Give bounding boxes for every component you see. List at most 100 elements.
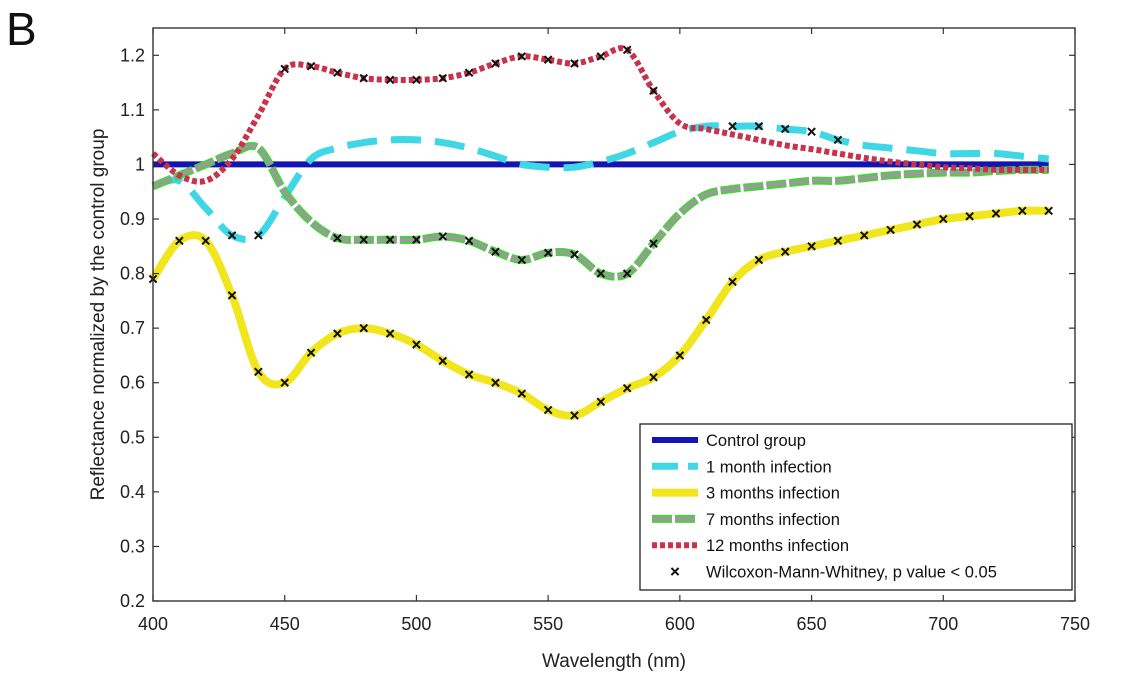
- significance-marker: [201, 236, 210, 246]
- significance-marker: [965, 211, 974, 221]
- legend-label: 3 months infection: [706, 485, 840, 503]
- significance-marker: [543, 405, 553, 415]
- y-tick-label: 0.4: [120, 482, 145, 502]
- y-tick-label: 0.9: [120, 209, 145, 229]
- significance-marker: [412, 340, 421, 349]
- significance-marker: [359, 73, 369, 83]
- significance-marker: [833, 135, 843, 145]
- x-axis-title: Wavelength (nm): [542, 651, 686, 672]
- significance-marker: [491, 59, 500, 68]
- series-layer: [149, 45, 1050, 420]
- significance-marker: [359, 323, 369, 333]
- significance-marker: [780, 124, 790, 134]
- significance-marker: [333, 68, 342, 78]
- significance-marker: [649, 86, 658, 96]
- panel-label: B: [6, 3, 37, 55]
- significance-marker: [912, 220, 922, 229]
- significance-marker: [570, 411, 579, 420]
- significance-marker: [754, 255, 764, 265]
- significance-marker: [543, 248, 553, 258]
- y-tick-label: 0.6: [120, 373, 145, 393]
- significance-marker: [570, 59, 579, 68]
- y-tick-label: 1: [135, 154, 145, 174]
- y-tick-label: 0.7: [120, 318, 145, 338]
- significance-marker: [333, 329, 342, 338]
- significance-marker: [517, 52, 527, 61]
- significance-marker: [385, 75, 395, 85]
- x-tick-label: 450: [270, 614, 300, 634]
- plot-frame: [152, 27, 1076, 602]
- significance-marker: [333, 233, 342, 243]
- y-tick-label: 1.1: [120, 100, 145, 120]
- significance-marker: [596, 269, 606, 278]
- significance-marker: [622, 45, 632, 55]
- y-tick-label: 0.8: [120, 264, 145, 284]
- y-tick-label: 0.2: [120, 591, 145, 611]
- significance-marker: [543, 55, 553, 64]
- significance-marker: [596, 52, 606, 61]
- significance-marker: [412, 75, 421, 85]
- significance-marker: [385, 329, 395, 338]
- legend-label: Wilcoxon-Mann-Whitney, p value < 0.05: [706, 564, 997, 582]
- significance-marker: [464, 236, 474, 246]
- legend-label: Control group: [706, 432, 806, 450]
- significance-marker: [1044, 206, 1053, 216]
- legend-label: 1 month infection: [706, 458, 832, 476]
- significance-marker: [175, 236, 184, 246]
- y-tick-label: 1.2: [120, 45, 145, 65]
- significance-marker: [385, 235, 395, 245]
- significance-marker: [649, 372, 658, 382]
- y-axis-title: Reflectance normalized by the control gr…: [88, 129, 109, 501]
- y-tick-label: 0.5: [120, 427, 145, 447]
- axis-ticks-layer: 400 450 500 550 600 650 700 750 0.2 0.3 0.4 0.5 0.6 0…: [120, 28, 1090, 634]
- significance-marker: [359, 235, 369, 245]
- significance-marker: [254, 231, 263, 240]
- x-tick-label: 750: [1060, 614, 1090, 634]
- significance-marker: [438, 73, 448, 83]
- significance-marker: [491, 247, 500, 257]
- significance-marker: [517, 255, 527, 265]
- significance-marker: [622, 269, 632, 278]
- significance-marker: [570, 250, 579, 259]
- x-tick-label: 700: [928, 614, 958, 634]
- significance-marker: [280, 378, 290, 388]
- significance-marker: [675, 351, 685, 360]
- significance-markers-layer: [148, 45, 1053, 420]
- significance-marker: [412, 235, 421, 245]
- significance-marker: [649, 239, 658, 248]
- significance-marker: [728, 121, 737, 131]
- x-tick-label: 600: [665, 614, 695, 634]
- legend-marker-swatch: [670, 567, 680, 576]
- significance-marker: [780, 247, 790, 257]
- significance-marker: [254, 367, 263, 377]
- significance-marker: [438, 356, 448, 366]
- legend-label: 12 months infection: [706, 537, 849, 555]
- significance-marker: [991, 209, 1001, 218]
- significance-marker: [491, 378, 500, 388]
- significance-marker: [227, 231, 237, 240]
- significance-marker: [728, 277, 737, 287]
- significance-marker: [754, 121, 764, 131]
- significance-marker: [438, 232, 448, 241]
- significance-marker: [622, 383, 632, 393]
- significance-marker: [517, 389, 527, 398]
- significance-marker: [306, 348, 316, 358]
- significance-marker: [886, 225, 895, 235]
- x-tick-label: 400: [138, 614, 168, 634]
- significance-marker: [807, 127, 816, 136]
- x-tick-label: 650: [797, 614, 827, 634]
- significance-marker: [464, 370, 474, 379]
- significance-marker: [306, 61, 316, 71]
- x-tick-label: 550: [533, 614, 563, 634]
- legend: Control group 1 month infection 3 months i…: [639, 423, 1073, 591]
- significance-marker: [596, 397, 606, 407]
- x-tick-label: 500: [401, 614, 431, 634]
- significance-marker: [1018, 206, 1027, 216]
- y-tick-label: 0.3: [120, 536, 145, 556]
- significance-marker: [938, 214, 948, 224]
- significance-marker: [859, 231, 869, 240]
- significance-marker: [280, 64, 290, 74]
- legend-box: [639, 423, 1073, 591]
- significance-marker: [833, 236, 843, 246]
